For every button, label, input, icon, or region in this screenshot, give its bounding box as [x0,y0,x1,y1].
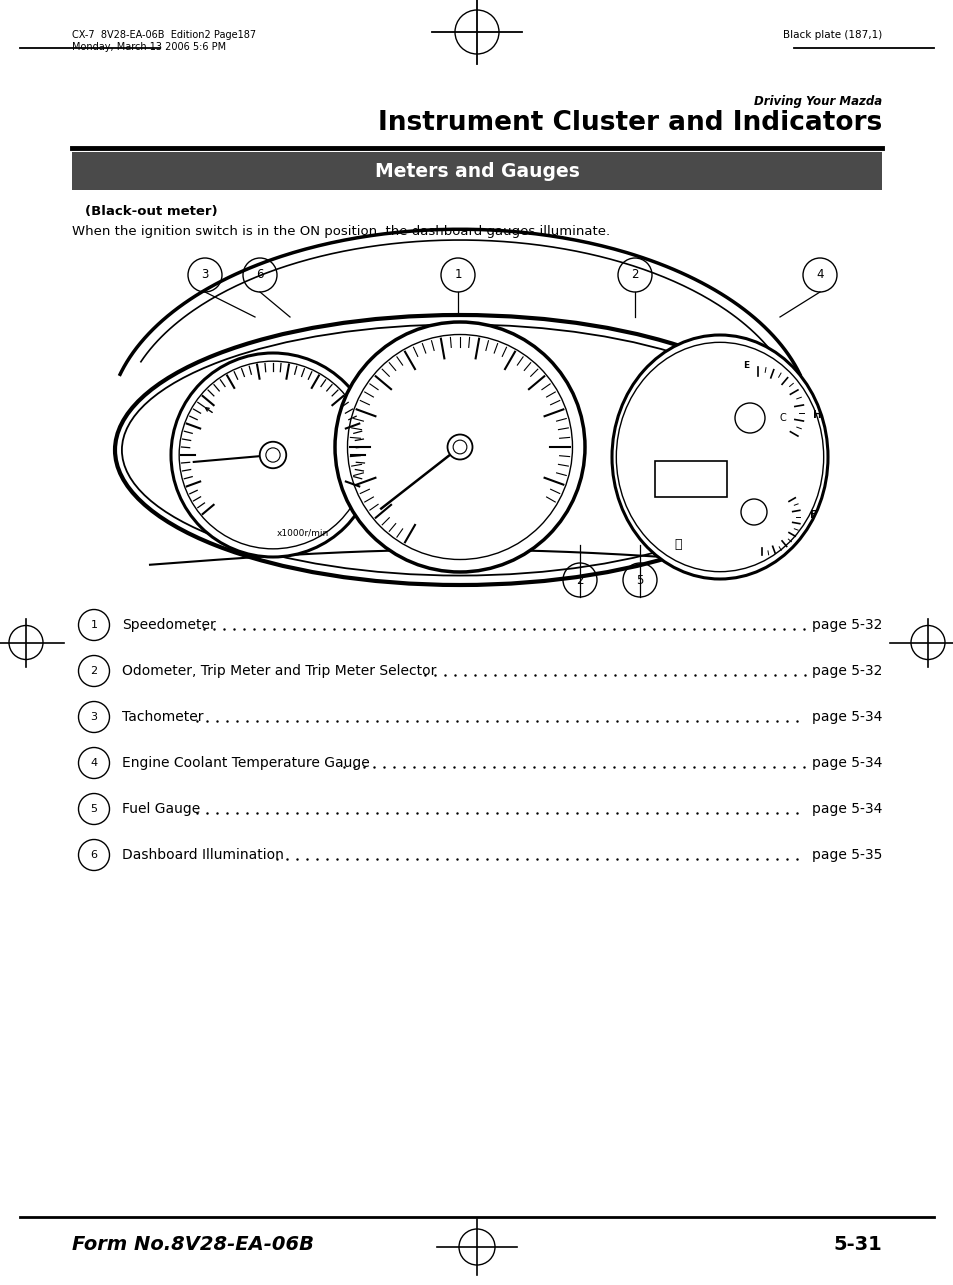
Circle shape [259,442,286,468]
Text: Black plate (187,1): Black plate (187,1) [781,30,882,40]
Bar [71,152,882,190]
Text: 1: 1 [454,269,461,281]
Text: C: C [780,412,786,423]
Text: When the ignition switch is in the ON position, the dashboard gauges illuminate.: When the ignition switch is in the ON po… [71,225,610,238]
Text: 4: 4 [816,269,822,281]
Text: 2: 2 [576,573,583,586]
Text: x1000r/min: x1000r/min [276,528,329,537]
Text: Meters and Gauges: Meters and Gauges [375,162,578,180]
Text: Dashboard Illumination: Dashboard Illumination [122,848,284,862]
Text: page 5-34: page 5-34 [811,802,882,816]
Text: 2: 2 [91,666,97,676]
Text: 4: 4 [91,758,97,768]
Ellipse shape [115,315,804,585]
Text: 3: 3 [91,712,97,722]
Text: Monday, March 13 2006 5:6 PM: Monday, March 13 2006 5:6 PM [71,42,226,51]
Text: page 5-34: page 5-34 [811,756,882,770]
Text: 5-31: 5-31 [832,1235,882,1254]
Text: Engine Coolant Temperature Gauge: Engine Coolant Temperature Gauge [122,756,370,770]
Text: Odometer, Trip Meter and Trip Meter Selector: Odometer, Trip Meter and Trip Meter Sele… [122,664,436,678]
Text: page 5-34: page 5-34 [811,711,882,723]
Text: F: F [809,510,817,520]
Text: page 5-32: page 5-32 [811,664,882,678]
Text: Form No.8V28-EA-06B: Form No.8V28-EA-06B [71,1235,314,1254]
Text: 5: 5 [91,804,97,813]
Text: page 5-32: page 5-32 [811,618,882,632]
Ellipse shape [612,335,827,580]
Circle shape [740,499,766,526]
Text: Tachometer: Tachometer [122,711,203,723]
Text: Driving Your Mazda: Driving Your Mazda [753,95,882,108]
Text: (Black-out meter): (Black-out meter) [85,206,217,218]
Text: H: H [812,410,821,420]
Circle shape [335,323,584,572]
Text: 2: 2 [631,269,639,281]
Text: 6: 6 [256,269,263,281]
FancyArrowPatch shape [205,407,212,412]
Text: page 5-35: page 5-35 [811,848,882,862]
Text: 3: 3 [201,269,209,281]
Text: 5: 5 [636,573,643,586]
Text: Fuel Gauge: Fuel Gauge [122,802,200,816]
Circle shape [734,403,764,433]
Circle shape [447,434,472,460]
Text: Instrument Cluster and Indicators: Instrument Cluster and Indicators [377,111,882,136]
Text: 6: 6 [91,849,97,860]
Text: E: E [742,361,748,370]
Text: ⛽: ⛽ [674,538,681,551]
Text: Speedometer: Speedometer [122,618,215,632]
Text: CX-7  8V28-EA-06B  Edition2 Page187: CX-7 8V28-EA-06B Edition2 Page187 [71,30,255,40]
Circle shape [171,353,375,556]
Text: 1: 1 [91,619,97,630]
Bar [655,461,726,497]
